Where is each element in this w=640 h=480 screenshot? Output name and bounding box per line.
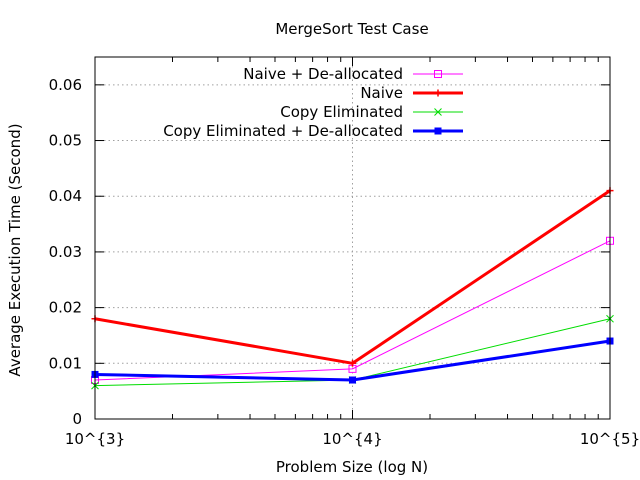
x-axis-label: Problem Size (log N) — [276, 458, 428, 476]
x-tick-label: 10^{5} — [580, 430, 640, 448]
data-point — [349, 376, 356, 384]
y-tick-label: 0.02 — [49, 299, 82, 317]
y-tick-label: 0.03 — [49, 243, 82, 261]
x-tick-label: 10^{3} — [65, 430, 125, 448]
grid — [95, 57, 610, 419]
chart-title: MergeSort Test Case — [275, 20, 428, 38]
y-axis-label: Average Execution Time (Second) — [6, 123, 24, 376]
legend-label: Copy Eliminated — [280, 103, 403, 121]
legend-marker — [434, 127, 442, 135]
legend-label: Copy Eliminated + De-allocated — [163, 122, 403, 140]
y-tick-label: 0.05 — [49, 132, 82, 150]
plot-frame — [94, 56, 611, 420]
series-lines — [91, 187, 614, 390]
data-point — [349, 359, 356, 367]
axis-ticks: 0 0.01 0.02 0.03 0.04 0.05 0.06 10^{3} 10^{4} 10^… — [49, 57, 640, 448]
legend-marker — [434, 89, 442, 97]
legend-label: Naive + De-allocated — [243, 65, 403, 83]
y-tick-label: 0.01 — [49, 354, 82, 372]
legend-label: Naive — [360, 84, 403, 102]
y-tick-label: 0 — [72, 410, 82, 428]
legend-marker — [434, 108, 442, 116]
y-tick-label: 0.04 — [49, 187, 82, 205]
x-tick-label: 10^{4} — [322, 430, 382, 448]
legend-marker — [434, 70, 442, 78]
y-tick-label: 0.06 — [49, 76, 82, 94]
